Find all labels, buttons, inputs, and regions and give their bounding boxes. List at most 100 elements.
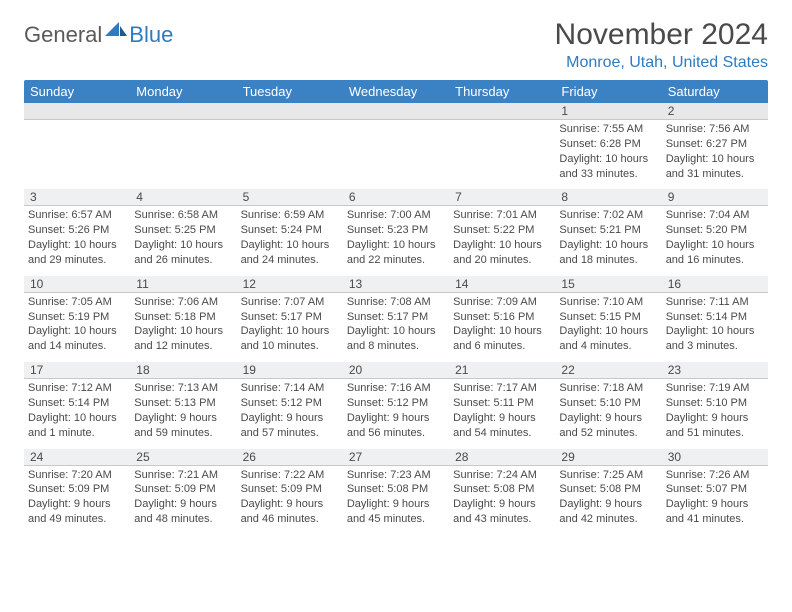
weekday-header: Sunday	[24, 80, 130, 103]
sunrise-text: Sunrise: 7:07 AM	[241, 295, 339, 310]
daylight-text: Daylight: 9 hours and 42 minutes.	[559, 497, 657, 527]
sunset-text: Sunset: 5:26 PM	[28, 223, 126, 238]
logo-text-general: General	[24, 22, 102, 48]
day-cell: Sunrise: 7:20 AMSunset: 5:09 PMDaylight:…	[24, 465, 130, 535]
logo: General Blue	[24, 18, 173, 48]
sunset-text: Sunset: 5:15 PM	[559, 310, 657, 325]
day-number: 14	[449, 276, 555, 293]
sunrise-text: Sunrise: 7:11 AM	[666, 295, 764, 310]
day-number: 17	[24, 362, 130, 379]
day-number: 3	[24, 189, 130, 206]
title-block: November 2024 Monroe, Utah, United State…	[555, 18, 768, 72]
sunset-text: Sunset: 5:17 PM	[241, 310, 339, 325]
sunrise-text: Sunrise: 7:04 AM	[666, 208, 764, 223]
day-data-row: Sunrise: 7:55 AMSunset: 6:28 PMDaylight:…	[24, 120, 768, 190]
day-cell: Sunrise: 7:55 AMSunset: 6:28 PMDaylight:…	[555, 120, 661, 190]
sunset-text: Sunset: 6:27 PM	[666, 137, 764, 152]
day-number: 23	[662, 362, 768, 379]
day-number: 26	[237, 449, 343, 466]
day-number: 7	[449, 189, 555, 206]
day-data-row: Sunrise: 6:57 AMSunset: 5:26 PMDaylight:…	[24, 206, 768, 276]
day-cell	[24, 120, 130, 190]
sunrise-text: Sunrise: 6:58 AM	[134, 208, 232, 223]
sunrise-text: Sunrise: 7:18 AM	[559, 381, 657, 396]
day-cell: Sunrise: 6:59 AMSunset: 5:24 PMDaylight:…	[237, 206, 343, 276]
sunrise-text: Sunrise: 6:57 AM	[28, 208, 126, 223]
sunset-text: Sunset: 5:10 PM	[666, 396, 764, 411]
daylight-text: Daylight: 9 hours and 59 minutes.	[134, 411, 232, 441]
day-cell: Sunrise: 7:25 AMSunset: 5:08 PMDaylight:…	[555, 465, 661, 535]
daylight-text: Daylight: 10 hours and 29 minutes.	[28, 238, 126, 268]
day-cell: Sunrise: 7:05 AMSunset: 5:19 PMDaylight:…	[24, 292, 130, 362]
day-cell: Sunrise: 7:09 AMSunset: 5:16 PMDaylight:…	[449, 292, 555, 362]
weekday-header: Friday	[555, 80, 661, 103]
sunrise-text: Sunrise: 7:17 AM	[453, 381, 551, 396]
day-data-row: Sunrise: 7:05 AMSunset: 5:19 PMDaylight:…	[24, 292, 768, 362]
sunset-text: Sunset: 5:24 PM	[241, 223, 339, 238]
daylight-text: Daylight: 10 hours and 10 minutes.	[241, 324, 339, 354]
day-number: 1	[555, 103, 661, 120]
sunset-text: Sunset: 5:12 PM	[241, 396, 339, 411]
day-cell: Sunrise: 7:08 AMSunset: 5:17 PMDaylight:…	[343, 292, 449, 362]
daylight-text: Daylight: 9 hours and 56 minutes.	[347, 411, 445, 441]
day-number: 16	[662, 276, 768, 293]
day-number: 24	[24, 449, 130, 466]
weekday-header: Saturday	[662, 80, 768, 103]
sunset-text: Sunset: 5:16 PM	[453, 310, 551, 325]
sunrise-text: Sunrise: 7:26 AM	[666, 468, 764, 483]
sunrise-text: Sunrise: 7:06 AM	[134, 295, 232, 310]
sunrise-text: Sunrise: 7:56 AM	[666, 122, 764, 137]
day-cell: Sunrise: 7:19 AMSunset: 5:10 PMDaylight:…	[662, 379, 768, 449]
day-cell: Sunrise: 7:26 AMSunset: 5:07 PMDaylight:…	[662, 465, 768, 535]
sunrise-text: Sunrise: 7:01 AM	[453, 208, 551, 223]
day-cell: Sunrise: 7:02 AMSunset: 5:21 PMDaylight:…	[555, 206, 661, 276]
day-number: 20	[343, 362, 449, 379]
day-number: 15	[555, 276, 661, 293]
sunset-text: Sunset: 5:14 PM	[28, 396, 126, 411]
daylight-text: Daylight: 10 hours and 8 minutes.	[347, 324, 445, 354]
sunrise-text: Sunrise: 7:12 AM	[28, 381, 126, 396]
logo-text-blue: Blue	[129, 22, 173, 48]
sunset-text: Sunset: 5:09 PM	[28, 482, 126, 497]
sunset-text: Sunset: 5:20 PM	[666, 223, 764, 238]
sunrise-text: Sunrise: 7:16 AM	[347, 381, 445, 396]
daylight-text: Daylight: 9 hours and 48 minutes.	[134, 497, 232, 527]
daylight-text: Daylight: 9 hours and 46 minutes.	[241, 497, 339, 527]
day-number-row: 12	[24, 103, 768, 120]
day-number-row: 24252627282930	[24, 449, 768, 466]
sunset-text: Sunset: 5:19 PM	[28, 310, 126, 325]
daylight-text: Daylight: 10 hours and 1 minute.	[28, 411, 126, 441]
sunrise-text: Sunrise: 7:21 AM	[134, 468, 232, 483]
sunset-text: Sunset: 5:21 PM	[559, 223, 657, 238]
daylight-text: Daylight: 10 hours and 4 minutes.	[559, 324, 657, 354]
day-number: 6	[343, 189, 449, 206]
sunrise-text: Sunrise: 7:13 AM	[134, 381, 232, 396]
sunset-text: Sunset: 6:28 PM	[559, 137, 657, 152]
day-data-row: Sunrise: 7:12 AMSunset: 5:14 PMDaylight:…	[24, 379, 768, 449]
day-number: 8	[555, 189, 661, 206]
day-cell: Sunrise: 7:13 AMSunset: 5:13 PMDaylight:…	[130, 379, 236, 449]
day-cell: Sunrise: 7:14 AMSunset: 5:12 PMDaylight:…	[237, 379, 343, 449]
weekday-row: Sunday Monday Tuesday Wednesday Thursday…	[24, 80, 768, 103]
sunset-text: Sunset: 5:22 PM	[453, 223, 551, 238]
day-cell	[130, 120, 236, 190]
sunrise-text: Sunrise: 7:09 AM	[453, 295, 551, 310]
header: General Blue November 2024 Monroe, Utah,…	[24, 18, 768, 72]
daylight-text: Daylight: 9 hours and 52 minutes.	[559, 411, 657, 441]
day-number-row: 3456789	[24, 189, 768, 206]
weekday-header: Thursday	[449, 80, 555, 103]
daylight-text: Daylight: 9 hours and 54 minutes.	[453, 411, 551, 441]
location: Monroe, Utah, United States	[555, 54, 768, 72]
day-number: 25	[130, 449, 236, 466]
weekday-header: Wednesday	[343, 80, 449, 103]
day-number: 19	[237, 362, 343, 379]
day-cell: Sunrise: 7:24 AMSunset: 5:08 PMDaylight:…	[449, 465, 555, 535]
day-number: 27	[343, 449, 449, 466]
sunrise-text: Sunrise: 7:10 AM	[559, 295, 657, 310]
sunset-text: Sunset: 5:18 PM	[134, 310, 232, 325]
page-title: November 2024	[555, 18, 768, 52]
daylight-text: Daylight: 10 hours and 6 minutes.	[453, 324, 551, 354]
sunrise-text: Sunrise: 7:08 AM	[347, 295, 445, 310]
day-number	[237, 103, 343, 120]
day-number: 11	[130, 276, 236, 293]
